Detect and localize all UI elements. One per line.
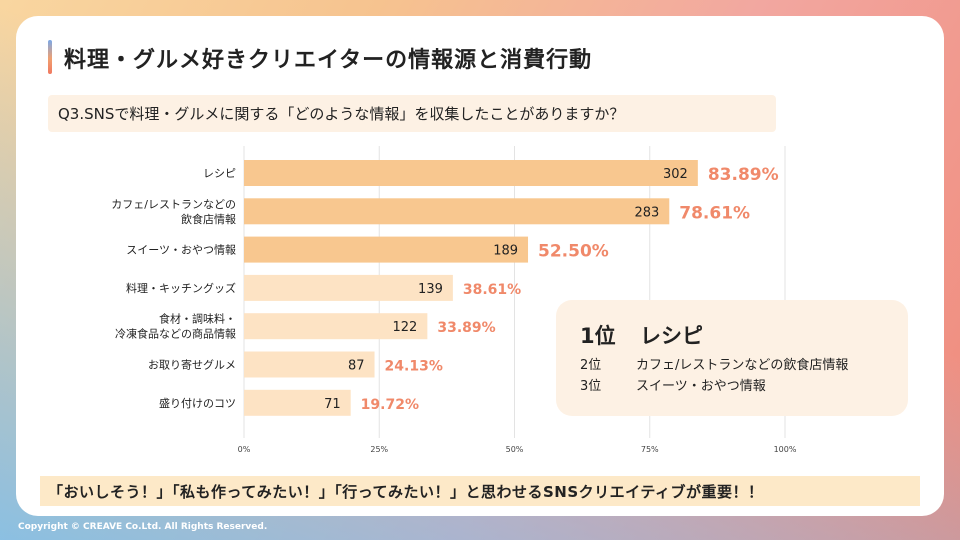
count-label: 283 (634, 205, 659, 220)
count-label: 87 (348, 359, 365, 374)
percent-label: 83.89% (708, 165, 779, 185)
question-text: Q3.SNSで料理・グルメに関する「どのような情報」を収集したことがありますか？ (48, 95, 776, 132)
x-tick-label: 50% (506, 445, 524, 454)
ranking-callout: 1位 レシピ 2位 カフェ/レストランなどの飲食店情報 3位 スイーツ・おやつ情… (556, 300, 908, 416)
count-label: 71 (324, 397, 341, 412)
category-label: レシピ (203, 167, 236, 180)
category-label: 飲食店情報 (181, 212, 236, 226)
x-tick-label: 100% (774, 445, 797, 454)
count-label: 302 (663, 167, 688, 182)
category-label: 盛り付けのコツ (159, 396, 236, 410)
first-rank-name: レシピ (640, 324, 703, 348)
count-label: 139 (418, 282, 443, 297)
count-label: 122 (393, 320, 418, 335)
bar (244, 236, 529, 263)
copyright: Copyright © CREAVE Co.Ltd. All Rights Re… (18, 522, 268, 532)
percent-label: 24.13% (385, 359, 443, 375)
second-rank-label: 2位 (580, 358, 602, 373)
third-rank-name: スイーツ・おやつ情報 (636, 379, 766, 394)
category-label: 冷凍食品などの商品情報 (115, 327, 236, 341)
bar (244, 274, 453, 301)
bottom-message: 「おいしそう！」「私も作ってみたい！」「行ってみたい！」と思わせるSNSクリエイ… (40, 476, 920, 506)
category-label: 食材・調味料・ (159, 312, 236, 326)
second-rank-name: カフェ/レストランなどの飲食店情報 (636, 358, 849, 373)
third-rank-label: 3位 (580, 379, 602, 394)
first-rank-label: 1位 (580, 324, 616, 348)
category-label: スイーツ・おやつ情報 (126, 244, 236, 257)
percent-label: 19.72% (361, 397, 419, 413)
bar (244, 351, 375, 378)
category-label: お取り寄せグルメ (148, 358, 236, 372)
bar (244, 160, 698, 186)
percent-label: 38.61% (463, 282, 521, 298)
x-tick-label: 0% (238, 445, 251, 454)
page-title: 料理・グルメ好きクリエイターの情報源と消費行動 (64, 48, 593, 73)
title-accent-bar (48, 40, 52, 74)
percent-label: 33.89% (437, 320, 495, 336)
percent-label: 52.50% (538, 242, 609, 262)
category-label: 料理・キッチングッズ (126, 281, 236, 295)
bar (244, 198, 670, 225)
bar (244, 389, 351, 416)
bar (244, 313, 428, 340)
x-tick-label: 25% (370, 445, 388, 454)
x-tick-label: 75% (641, 445, 659, 454)
category-label: カフェ/レストランなどの (111, 198, 236, 211)
count-label: 189 (493, 244, 518, 259)
percent-label: 78.61% (679, 203, 750, 223)
